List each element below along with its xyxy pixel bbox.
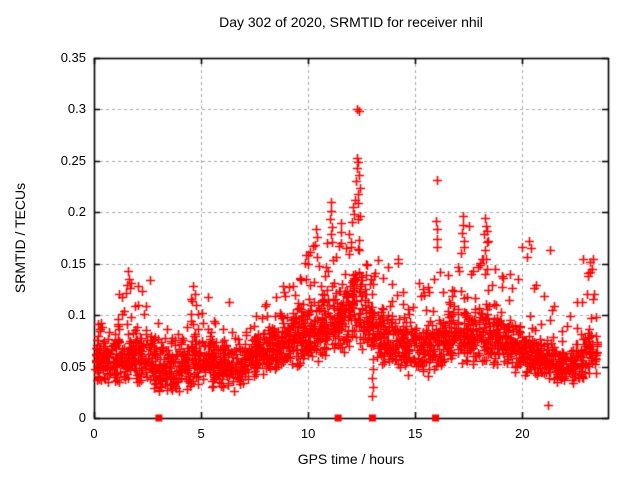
x-tick-label: 5: [197, 426, 205, 441]
y-tick-label: 0: [78, 410, 86, 425]
x-tick-label: 0: [90, 426, 98, 441]
y-tick-label: 0.2: [67, 204, 86, 220]
x-tick-label: 10: [300, 426, 316, 441]
y-tick-label: 0.05: [60, 358, 86, 374]
y-tick-label: 0.35: [60, 50, 86, 65]
x-tick-label: 20: [515, 426, 530, 441]
x-tick-label: 15: [408, 426, 423, 441]
x-axis-label: GPS time / hours: [297, 451, 405, 467]
y-tick-label: 0.25: [60, 152, 86, 168]
y-axis-label: SRMTID / TECUs: [12, 182, 28, 294]
chart-title: Day 302 of 2020, SRMTID for receiver nhi…: [219, 14, 483, 30]
y-tick-label: 0.1: [67, 307, 86, 323]
y-tick-label: 0.15: [60, 255, 86, 271]
y-tick-label: 0.3: [67, 101, 86, 117]
